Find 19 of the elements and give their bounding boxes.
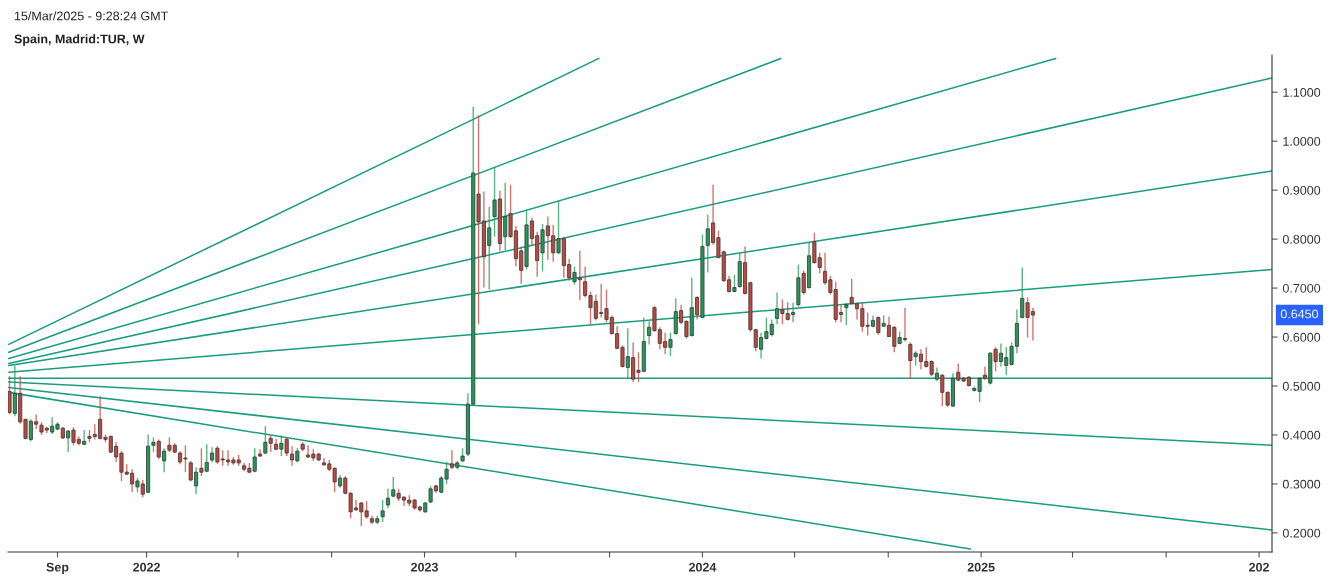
y-tick-label: 0.4000 [1282,430,1321,440]
y-tick-label: 1.1000 [1283,88,1321,97]
y-tick-label: 0.8000 [1282,234,1321,244]
text: 15/Mar/2025 - 9:28:24 GMT [14,11,168,21]
y-tick-label: 0.2000 [1282,528,1321,538]
x-tick-label: 2025 [967,562,995,572]
y-tick-label: 1.0000 [1283,136,1321,146]
y-tick-label: 0.9000 [1282,185,1321,195]
y-tick-label: 0.5000 [1282,381,1321,391]
x-tick-label: 2024 [688,562,717,572]
y-tick-label: 0.7000 [1282,283,1321,293]
x-tick-label: Sep [46,562,69,575]
x-tick-label: 202 [1249,562,1269,572]
chart-title: Spain, Madrid:TUR, W [14,34,145,46]
y-tick-label: 0.6000 [1282,332,1321,342]
x-tick-label: 2022 [133,562,160,572]
text: 0.6450 [1280,309,1319,319]
y-tick-label: 0.3000 [1282,479,1321,489]
x-tick-label: 2023 [411,562,438,572]
